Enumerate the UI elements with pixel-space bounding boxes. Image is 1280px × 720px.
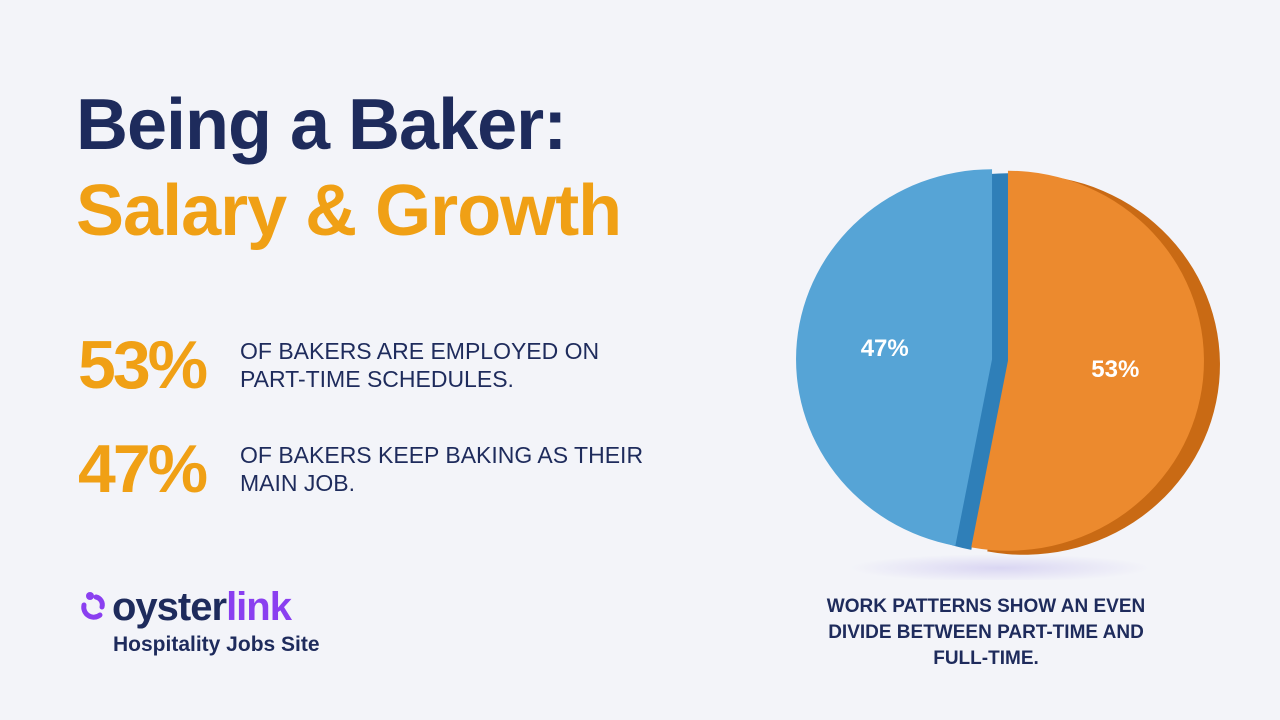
stat-text: OF BAKERS ARE EMPLOYED ON PART-TIME SCHE… bbox=[240, 338, 600, 392]
title-line: Salary & Growth bbox=[76, 171, 622, 251]
logo-word1: oyster bbox=[112, 585, 227, 629]
title-line: Being a Baker: bbox=[76, 85, 567, 165]
logo-tagline: Hospitality Jobs Site bbox=[113, 633, 320, 656]
stat-text: OF BAKERS KEEP BAKING AS THEIR MAIN JOB. bbox=[240, 442, 644, 496]
stat-value: 53% bbox=[78, 327, 208, 403]
caption: WORK PATTERNS SHOW AN EVEN DIVIDE BETWEE… bbox=[826, 596, 1146, 669]
pie-label: 47% bbox=[861, 335, 909, 362]
stat-value: 47% bbox=[78, 431, 208, 507]
logo-icon bbox=[81, 592, 105, 620]
pie-label: 53% bbox=[1091, 356, 1139, 383]
stat: 47% OF BAKERS KEEP BAKING AS THEIR MAIN … bbox=[78, 430, 660, 508]
pie-slice bbox=[971, 170, 1204, 551]
stat: 53% OF BAKERS ARE EMPLOYED ON PART-TIME … bbox=[78, 326, 660, 404]
pie-slice bbox=[796, 169, 993, 546]
logo-word2: link bbox=[226, 585, 292, 629]
logo-word: oysterlink bbox=[80, 585, 320, 629]
pie-chart: 53% 47% bbox=[796, 169, 1220, 580]
logo: oysterlink Hospitality Jobs Site bbox=[80, 585, 320, 657]
title: Being a Baker: Salary & Growth bbox=[76, 82, 622, 254]
pie-shadow bbox=[850, 554, 1150, 580]
